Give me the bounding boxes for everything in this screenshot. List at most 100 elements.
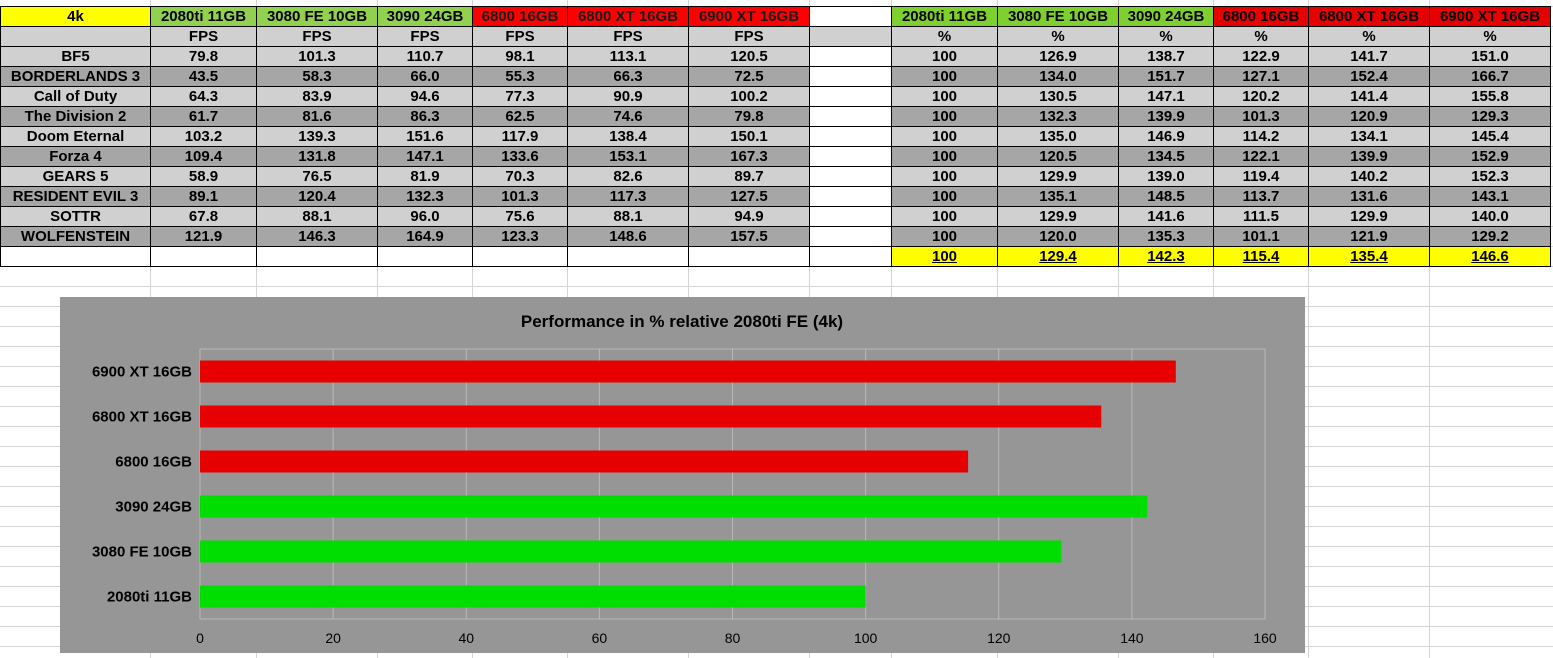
empty-cell[interactable] (809, 106, 892, 127)
pct-value-cell[interactable]: 141.4 (1308, 86, 1430, 107)
empty-cell[interactable] (809, 6, 892, 27)
pct-value-cell[interactable]: 119.4 (1213, 166, 1309, 187)
empty-cell[interactable] (809, 46, 892, 67)
fps-unit-cell[interactable]: FPS (688, 26, 810, 47)
fps-value-cell[interactable]: 113.1 (567, 46, 689, 67)
pct-value-cell[interactable]: 100 (891, 146, 998, 167)
pct-header-cell[interactable]: 6900 XT 16GB (1429, 6, 1551, 27)
pct-value-cell[interactable]: 139.0 (1118, 166, 1214, 187)
pct-value-cell[interactable]: 129.3 (1429, 106, 1551, 127)
fps-value-cell[interactable]: 131.8 (256, 146, 378, 167)
pct-value-cell[interactable]: 134.0 (997, 66, 1119, 87)
pct-value-cell[interactable]: 126.9 (997, 46, 1119, 67)
empty-cell[interactable] (0, 26, 151, 47)
fps-unit-cell[interactable]: FPS (377, 26, 473, 47)
fps-header-cell[interactable]: 3080 FE 10GB (256, 6, 378, 27)
fps-value-cell[interactable]: 139.3 (256, 126, 378, 147)
fps-value-cell[interactable]: 62.5 (472, 106, 568, 127)
pct-header-cell[interactable]: 6800 16GB (1213, 6, 1309, 27)
game-name-cell[interactable]: Forza 4 (0, 146, 151, 167)
fps-value-cell[interactable]: 89.7 (688, 166, 810, 187)
pct-header-cell[interactable]: 2080ti 11GB (891, 6, 998, 27)
pct-value-cell[interactable]: 140.0 (1429, 206, 1551, 227)
pct-value-cell[interactable]: 138.7 (1118, 46, 1214, 67)
pct-unit-cell[interactable]: % (997, 26, 1119, 47)
pct-header-cell[interactable]: 3080 FE 10GB (997, 6, 1119, 27)
fps-value-cell[interactable]: 138.4 (567, 126, 689, 147)
fps-value-cell[interactable]: 167.3 (688, 146, 810, 167)
pct-value-cell[interactable]: 141.7 (1308, 46, 1430, 67)
fps-value-cell[interactable]: 88.1 (256, 206, 378, 227)
pct-value-cell[interactable]: 121.9 (1308, 226, 1430, 247)
pct-value-cell[interactable]: 139.9 (1118, 106, 1214, 127)
pct-value-cell[interactable]: 122.9 (1213, 46, 1309, 67)
pct-value-cell[interactable]: 132.3 (997, 106, 1119, 127)
pct-value-cell[interactable]: 120.5 (997, 146, 1119, 167)
pct-value-cell[interactable]: 100 (891, 206, 998, 227)
fps-value-cell[interactable]: 120.5 (688, 46, 810, 67)
fps-value-cell[interactable]: 66.0 (377, 66, 473, 87)
game-name-cell[interactable]: SOTTR (0, 206, 151, 227)
fps-value-cell[interactable]: 100.2 (688, 86, 810, 107)
pct-value-cell[interactable]: 100 (891, 66, 998, 87)
fps-value-cell[interactable]: 101.3 (256, 46, 378, 67)
pct-value-cell[interactable]: 120.2 (1213, 86, 1309, 107)
pct-value-cell[interactable]: 152.4 (1308, 66, 1430, 87)
pct-value-cell[interactable]: 166.7 (1429, 66, 1551, 87)
fps-value-cell[interactable]: 79.8 (688, 106, 810, 127)
pct-value-cell[interactable]: 151.7 (1118, 66, 1214, 87)
pct-value-cell[interactable]: 129.2 (1429, 226, 1551, 247)
pct-value-cell[interactable]: 120.0 (997, 226, 1119, 247)
fps-value-cell[interactable]: 147.1 (377, 146, 473, 167)
fps-value-cell[interactable]: 77.3 (472, 86, 568, 107)
empty-cell[interactable] (809, 26, 892, 47)
pct-value-cell[interactable]: 152.3 (1429, 166, 1551, 187)
pct-value-cell[interactable]: 134.1 (1308, 126, 1430, 147)
fps-value-cell[interactable]: 58.3 (256, 66, 378, 87)
fps-header-cell[interactable]: 3090 24GB (377, 6, 473, 27)
fps-value-cell[interactable]: 153.1 (567, 146, 689, 167)
fps-unit-cell[interactable]: FPS (567, 26, 689, 47)
pct-value-cell[interactable]: 129.9 (997, 206, 1119, 227)
fps-value-cell[interactable]: 72.5 (688, 66, 810, 87)
fps-value-cell[interactable]: 82.6 (567, 166, 689, 187)
fps-header-cell[interactable]: 6900 XT 16GB (688, 6, 810, 27)
pct-unit-cell[interactable]: % (1429, 26, 1551, 47)
fps-value-cell[interactable]: 43.5 (150, 66, 257, 87)
empty-cell[interactable] (809, 146, 892, 167)
pct-value-cell[interactable]: 100 (891, 166, 998, 187)
game-name-cell[interactable]: BF5 (0, 46, 151, 67)
fps-value-cell[interactable]: 110.7 (377, 46, 473, 67)
pct-value-cell[interactable]: 141.6 (1118, 206, 1214, 227)
pct-value-cell[interactable]: 146.9 (1118, 126, 1214, 147)
pct-value-cell[interactable]: 139.9 (1308, 146, 1430, 167)
empty-cell[interactable] (809, 66, 892, 87)
pct-header-cell[interactable]: 6800 XT 16GB (1308, 6, 1430, 27)
empty-cell[interactable] (150, 246, 257, 267)
fps-value-cell[interactable]: 76.5 (256, 166, 378, 187)
game-name-cell[interactable]: RESIDENT EVIL 3 (0, 186, 151, 207)
pct-value-cell[interactable]: 135.1 (997, 186, 1119, 207)
average-value-cell[interactable]: 129.4 (997, 246, 1119, 267)
empty-cell[interactable] (688, 246, 810, 267)
fps-value-cell[interactable]: 98.1 (472, 46, 568, 67)
fps-value-cell[interactable]: 61.7 (150, 106, 257, 127)
pct-value-cell[interactable]: 113.7 (1213, 186, 1309, 207)
average-value-cell[interactable]: 100 (891, 246, 998, 267)
fps-header-cell[interactable]: 6800 XT 16GB (567, 6, 689, 27)
fps-value-cell[interactable]: 164.9 (377, 226, 473, 247)
pct-value-cell[interactable]: 100 (891, 186, 998, 207)
fps-value-cell[interactable]: 89.1 (150, 186, 257, 207)
pct-value-cell[interactable]: 111.5 (1213, 206, 1309, 227)
pct-value-cell[interactable]: 147.1 (1118, 86, 1214, 107)
fps-value-cell[interactable]: 103.2 (150, 126, 257, 147)
pct-unit-cell[interactable]: % (1213, 26, 1309, 47)
pct-value-cell[interactable]: 100 (891, 226, 998, 247)
pct-value-cell[interactable]: 155.8 (1429, 86, 1551, 107)
fps-value-cell[interactable]: 101.3 (472, 186, 568, 207)
fps-value-cell[interactable]: 55.3 (472, 66, 568, 87)
fps-value-cell[interactable]: 132.3 (377, 186, 473, 207)
average-value-cell[interactable]: 146.6 (1429, 246, 1551, 267)
fps-header-cell[interactable]: 6800 16GB (472, 6, 568, 27)
pct-header-cell[interactable]: 3090 24GB (1118, 6, 1214, 27)
